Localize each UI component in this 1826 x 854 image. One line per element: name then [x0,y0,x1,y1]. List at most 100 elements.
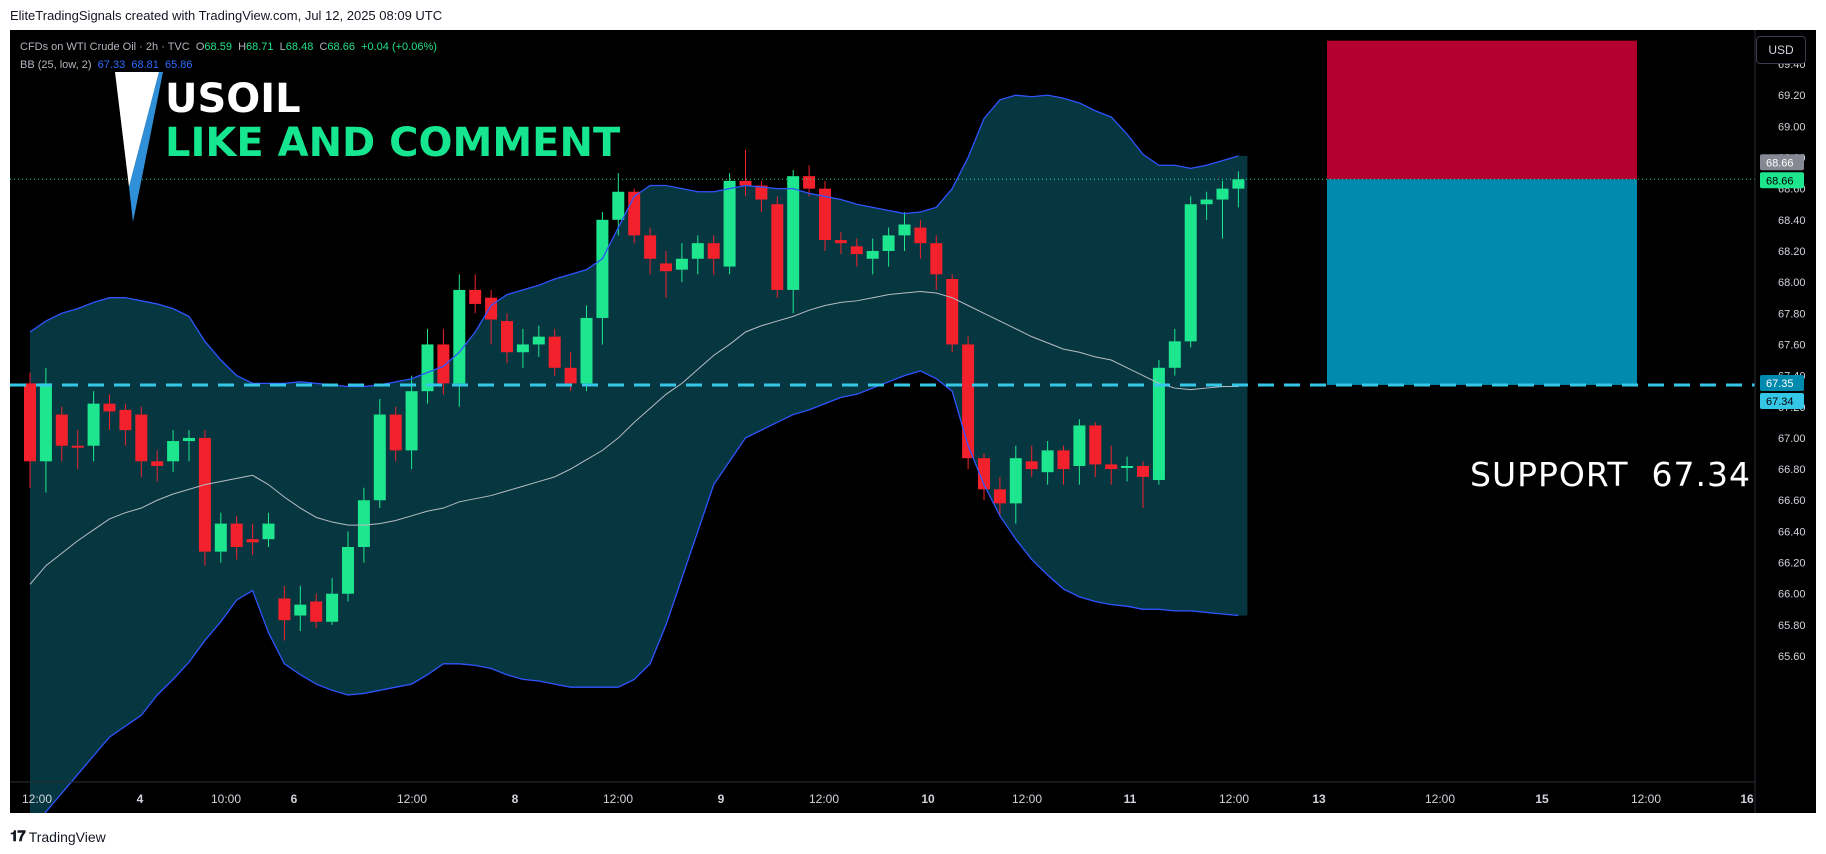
y-tick-label: 66.40 [1778,526,1806,538]
ohlc-row: CFDs on WTI Crude Oil · 2h · TVC O68.59 … [20,38,437,56]
symbol-title: USOIL [165,76,301,122]
y-tick-label: 65.60 [1778,651,1806,663]
x-tick-label: 12:00 [603,792,633,806]
candle-up [882,235,895,251]
call-to-action: LIKE AND COMMENT [165,120,621,166]
candle-down [644,235,657,259]
candle-up [898,224,911,236]
candle-down [246,539,259,543]
candle-up [214,523,227,552]
open-value: 68.59 [204,41,232,53]
candle-down [119,409,132,431]
y-tick-label: 69.00 [1778,121,1806,133]
bb-lower-line [44,370,1239,813]
price-tag-alt: 68.66 [1760,154,1804,171]
candle-up [691,243,704,259]
bb-lower-value: 65.86 [164,59,193,71]
price-chart[interactable]: 69.4069.2069.0068.8068.6068.4068.2068.00… [10,30,1816,813]
high-label: H [238,41,247,53]
x-tick-label: 16 [1740,792,1754,806]
tradingview-logo-icon: 𝟏𝟕 [10,828,26,845]
candle-down [993,489,1006,504]
x-tick-label: 10:00 [211,792,241,806]
y-tick-label: 67.00 [1778,433,1806,445]
x-tick-label: 15 [1535,792,1549,806]
candle-up [1232,179,1245,189]
candle-down [771,204,784,290]
tradingsignals-logo [115,72,163,222]
candle-down [564,367,577,384]
candle-up [326,593,339,622]
currency-button[interactable]: USD [1756,36,1806,64]
candle-up [1009,458,1022,504]
y-tick-label: 67.80 [1778,308,1806,320]
candle-down [1137,465,1149,477]
candle-up [675,258,688,270]
candle-down [24,383,36,462]
candle-up [183,437,195,442]
candle-up [1168,341,1181,368]
price-tag-support-lower: 67.34 [1760,392,1804,409]
x-tick-label: 13 [1312,792,1326,806]
x-tick-label: 12:00 [1012,792,1042,806]
change-value: +0.04 (+0.06%) [361,41,437,53]
candle-down [55,414,68,446]
y-tick-label: 66.80 [1778,464,1806,476]
candle-down [1057,450,1070,470]
chart-legend: CFDs on WTI Crude Oil · 2h · TVC O68.59 … [20,38,437,74]
candle-up [1073,425,1086,466]
candle-down [501,321,513,353]
candle-up [516,344,529,353]
candle-up [1184,204,1197,342]
candle-up [1152,367,1165,480]
candle-down [914,227,927,244]
x-tick-label: 4 [137,792,144,806]
candle-down [930,243,943,275]
candle-down [469,289,482,304]
candle-down [755,185,768,200]
candle-down [198,437,211,552]
candle-down [819,188,831,241]
svg-text:67.34: 67.34 [1766,396,1794,408]
candle-down [628,191,641,236]
x-tick-label: 12:00 [22,792,52,806]
candle-down [850,246,863,255]
x-tick-label: 10 [921,792,935,806]
x-tick-label: 11 [1124,792,1137,806]
footer-brand: TradingView [28,828,106,845]
y-tick-label: 68.00 [1778,277,1806,289]
candle-down [230,523,243,547]
bb-label[interactable]: BB (25, low, 2) [20,59,92,71]
candle-down [71,445,84,448]
candle-down [739,180,752,186]
price-tag-last: 68.66 [1760,172,1804,189]
candle-down [135,414,148,462]
candle-up [294,604,307,616]
candle-down [103,403,116,412]
candle-up [596,219,609,318]
svg-text:67.35: 67.35 [1766,378,1794,390]
y-tick-label: 67.60 [1778,339,1806,351]
low-label: L [279,41,286,53]
chart-area[interactable]: 69.4069.2069.0068.8068.6068.4068.2068.00… [10,30,1816,813]
symbol-label[interactable]: CFDs on WTI Crude Oil · 2h · TVC [20,41,190,53]
candle-down [389,414,402,451]
candle-up [612,191,625,220]
bb-basis-line [29,290,1239,585]
candle-down [834,240,847,244]
x-tick-label: 6 [291,792,298,806]
low-value: 68.48 [285,41,314,53]
y-tick-label: 68.20 [1778,246,1806,258]
close-label: C [319,41,328,53]
candle-up [167,441,180,462]
chart-credit: EliteTradingSignals created with Trading… [10,8,443,23]
overlay-title: USOIL LIKE AND COMMENT [165,77,620,165]
candle-down [1025,461,1038,470]
candle-down [707,243,720,259]
candle-down [946,279,959,345]
support-annotation: SUPPORT 67.34 [1470,455,1752,494]
candle-up [723,180,736,267]
y-tick-label: 68.40 [1778,215,1806,227]
candle-down [660,263,672,272]
x-tick-label: 12:00 [397,792,427,806]
